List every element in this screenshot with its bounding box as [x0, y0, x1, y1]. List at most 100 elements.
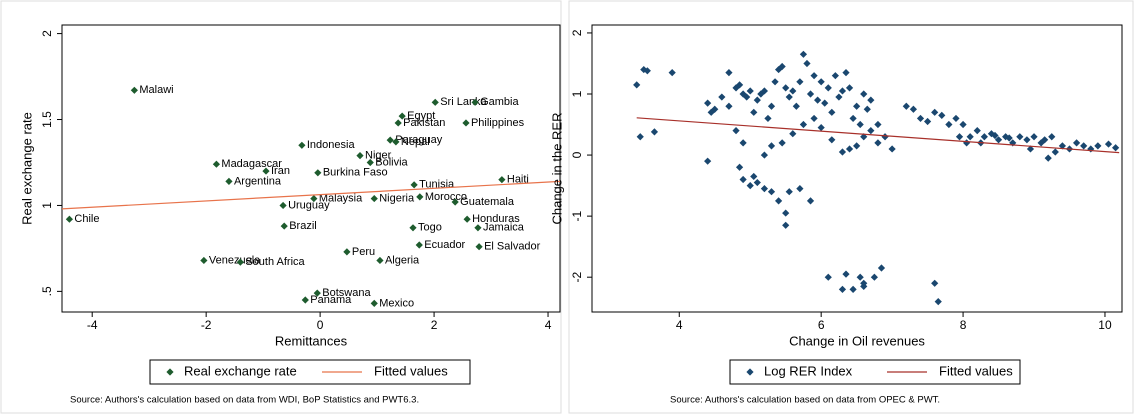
- point: [704, 157, 712, 165]
- point-label: Philippines: [471, 117, 525, 129]
- point: [867, 96, 875, 104]
- point: [313, 289, 321, 297]
- point: [750, 172, 758, 181]
- x-tick-label: 0: [317, 318, 324, 332]
- point: [1044, 154, 1052, 162]
- point: [735, 163, 744, 171]
- y-tick-label: -1: [570, 210, 584, 221]
- point: [870, 273, 878, 281]
- point: [842, 69, 850, 77]
- point-label: Nepal: [401, 136, 430, 148]
- point-label: Chile: [74, 213, 99, 225]
- point: [987, 130, 996, 138]
- point: [952, 114, 960, 123]
- x-tick-label: -4: [87, 318, 98, 332]
- y-tick-label: 1: [570, 90, 584, 97]
- point: [799, 120, 808, 129]
- x-tick-label: 8: [960, 318, 967, 332]
- point: [1112, 144, 1120, 152]
- point: [704, 99, 712, 107]
- point: [1051, 148, 1059, 156]
- point: [1048, 133, 1056, 141]
- point: [498, 176, 506, 184]
- x-axis-title: Change in Oil revenues: [789, 333, 925, 348]
- point: [1058, 142, 1067, 150]
- point: [633, 81, 641, 89]
- point: [821, 99, 829, 107]
- point-label: Nigeria: [379, 192, 415, 204]
- point-label: Brazil: [289, 220, 317, 232]
- point: [934, 298, 942, 306]
- point: [725, 102, 733, 110]
- point: [796, 185, 804, 193]
- point: [760, 151, 769, 159]
- point: [1005, 134, 1013, 142]
- point: [1026, 145, 1035, 153]
- point: [994, 136, 1003, 144]
- point: [796, 78, 804, 86]
- point-label: Niger: [365, 150, 392, 162]
- x-tick-label: 6: [818, 318, 825, 332]
- source-note: Source: Authors's calculation based on d…: [670, 395, 940, 406]
- point-label: Iran: [271, 165, 290, 177]
- point-label: Indonesia: [307, 139, 356, 151]
- y-tick-label: 2: [570, 29, 584, 36]
- y-tick-label: 0: [570, 151, 584, 158]
- point: [810, 72, 818, 80]
- point: [366, 158, 374, 167]
- point: [845, 84, 854, 92]
- point: [845, 145, 854, 153]
- point: [732, 127, 740, 135]
- point: [966, 133, 974, 141]
- point: [314, 169, 322, 177]
- y-tick-label: .5: [40, 286, 54, 296]
- point: [280, 222, 288, 230]
- point-label: Malaysia: [319, 192, 363, 204]
- point: [835, 93, 843, 101]
- point: [767, 102, 776, 110]
- point: [799, 50, 808, 58]
- point: [860, 279, 868, 287]
- point-label: Egypt: [407, 110, 435, 122]
- point-label: Venezuela: [209, 254, 261, 266]
- point-label: Pakistan: [403, 117, 445, 129]
- legend-label: Fitted values: [939, 363, 1013, 378]
- point: [415, 241, 423, 249]
- point: [810, 114, 818, 123]
- point: [410, 181, 418, 189]
- point: [831, 72, 839, 80]
- point: [778, 62, 786, 71]
- point: [902, 102, 910, 110]
- point: [767, 142, 776, 150]
- point: [860, 133, 868, 141]
- point: [923, 117, 932, 126]
- point-label: South Africa: [245, 256, 305, 268]
- point: [874, 120, 882, 129]
- point: [1037, 139, 1045, 147]
- x-tick-label: 4: [676, 318, 683, 332]
- point: [849, 114, 857, 123]
- point: [225, 177, 233, 185]
- point: [789, 87, 797, 95]
- point: [856, 120, 864, 129]
- point: [431, 98, 439, 106]
- point: [356, 152, 364, 160]
- point: [803, 59, 811, 68]
- point: [828, 108, 836, 116]
- point: [394, 119, 402, 127]
- point-label: Algeria: [385, 254, 420, 266]
- point: [668, 69, 676, 77]
- point: [301, 296, 309, 304]
- point: [764, 114, 772, 123]
- x-axis-title: Remittances: [275, 333, 348, 348]
- point: [343, 248, 351, 256]
- y-tick-label: 2: [40, 30, 54, 37]
- point: [650, 128, 659, 136]
- point: [1080, 142, 1088, 150]
- point: [817, 123, 825, 132]
- point: [824, 84, 832, 92]
- point-label: Peru: [352, 246, 375, 258]
- y-tick-label: 1.5: [40, 111, 54, 128]
- point: [475, 243, 483, 251]
- source-note: Source: Authors's calculation based on d…: [70, 395, 419, 406]
